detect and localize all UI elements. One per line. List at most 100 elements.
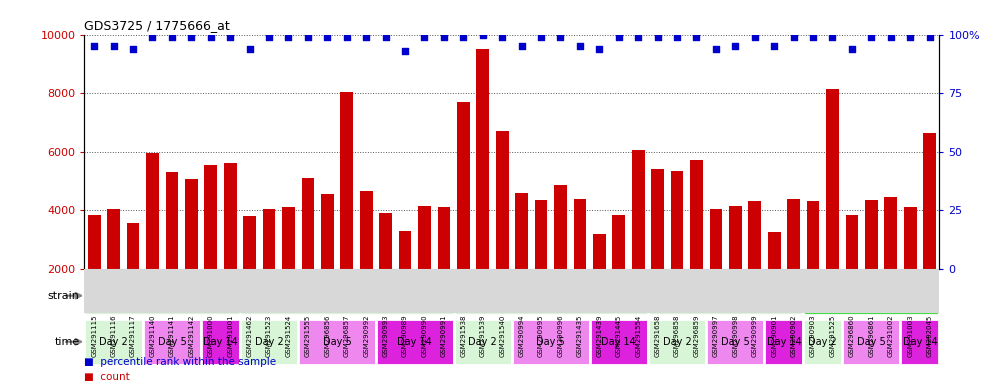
Bar (593, 234, 605, 327)
Bar (803, 319, 842, 365)
Bar (764, 319, 803, 365)
Point (455, 34, 471, 40)
Bar (399, 231, 412, 327)
Bar (380, 213, 392, 327)
Point (261, 34, 277, 40)
Bar (262, 209, 275, 327)
Point (883, 34, 899, 40)
Point (184, 34, 200, 40)
Bar (589, 319, 648, 365)
Bar (555, 185, 567, 327)
Bar (185, 179, 198, 327)
Point (398, 48, 414, 54)
Bar (360, 191, 373, 327)
Point (105, 43, 121, 50)
Text: Day 5: Day 5 (537, 337, 566, 347)
Text: Day 2: Day 2 (254, 337, 283, 347)
Text: DV10: DV10 (536, 291, 566, 301)
Bar (224, 164, 237, 327)
Text: 285: 285 (151, 291, 173, 301)
Bar (729, 206, 742, 327)
Text: time: time (55, 337, 80, 347)
Point (86, 43, 102, 50)
Text: Day 5: Day 5 (157, 337, 186, 347)
Bar (612, 215, 625, 327)
Text: Day 14: Day 14 (398, 337, 432, 347)
Point (689, 34, 705, 40)
Bar (453, 276, 648, 315)
Point (921, 34, 937, 40)
Bar (341, 92, 353, 327)
Point (203, 34, 219, 40)
Bar (515, 193, 528, 327)
Text: Day 14: Day 14 (766, 337, 801, 347)
Bar (143, 319, 201, 365)
Point (223, 34, 239, 40)
Bar (690, 161, 703, 327)
Text: VIN13: VIN13 (855, 291, 888, 301)
Bar (298, 319, 376, 365)
Text: ■  percentile rank within the sample: ■ percentile rank within the sample (84, 357, 276, 367)
Point (630, 34, 646, 40)
Point (844, 46, 860, 52)
Bar (535, 200, 548, 327)
Bar (651, 169, 664, 327)
Point (864, 34, 880, 40)
Point (708, 46, 724, 52)
Text: GDS3725 / 1775666_at: GDS3725 / 1775666_at (84, 19, 231, 32)
Bar (87, 215, 100, 327)
Point (339, 34, 355, 40)
Point (242, 46, 257, 52)
Bar (201, 319, 240, 365)
Bar (671, 171, 683, 327)
Point (125, 46, 141, 52)
Point (533, 34, 549, 40)
Bar (321, 194, 334, 327)
Bar (901, 319, 939, 365)
Bar (865, 200, 878, 327)
Text: Day 2: Day 2 (468, 337, 497, 347)
Point (746, 34, 762, 40)
Point (514, 43, 530, 50)
Text: Day 5: Day 5 (323, 337, 352, 347)
Bar (512, 319, 589, 365)
Bar (706, 319, 764, 365)
Bar (301, 178, 314, 327)
Bar (376, 319, 453, 365)
Bar (127, 223, 139, 327)
Point (280, 34, 296, 40)
Bar (842, 319, 901, 365)
Bar (846, 215, 858, 327)
Bar (826, 89, 839, 327)
Bar (282, 207, 295, 327)
Point (300, 34, 316, 40)
Text: Day 2: Day 2 (808, 337, 837, 347)
Bar (476, 49, 489, 327)
Point (319, 34, 335, 40)
Point (669, 34, 685, 40)
Bar (457, 102, 469, 327)
Text: EC1118: EC1118 (704, 291, 747, 301)
Point (494, 34, 510, 40)
Bar (748, 202, 761, 327)
Bar (146, 153, 159, 327)
Bar (240, 319, 298, 365)
Bar (166, 172, 178, 327)
Bar (803, 276, 939, 315)
Text: strain: strain (48, 291, 80, 301)
Text: Day 5: Day 5 (721, 337, 749, 347)
Bar (205, 165, 217, 327)
Text: Day 14: Day 14 (903, 337, 937, 347)
Point (785, 34, 801, 40)
Point (825, 34, 841, 40)
Bar (418, 206, 430, 327)
Bar (710, 209, 723, 327)
Text: Day 14: Day 14 (203, 337, 238, 347)
Bar (84, 276, 240, 315)
Bar (453, 319, 512, 365)
Point (436, 34, 452, 40)
Point (553, 34, 569, 40)
Bar (437, 207, 450, 327)
Bar (107, 209, 120, 327)
Point (591, 46, 607, 52)
